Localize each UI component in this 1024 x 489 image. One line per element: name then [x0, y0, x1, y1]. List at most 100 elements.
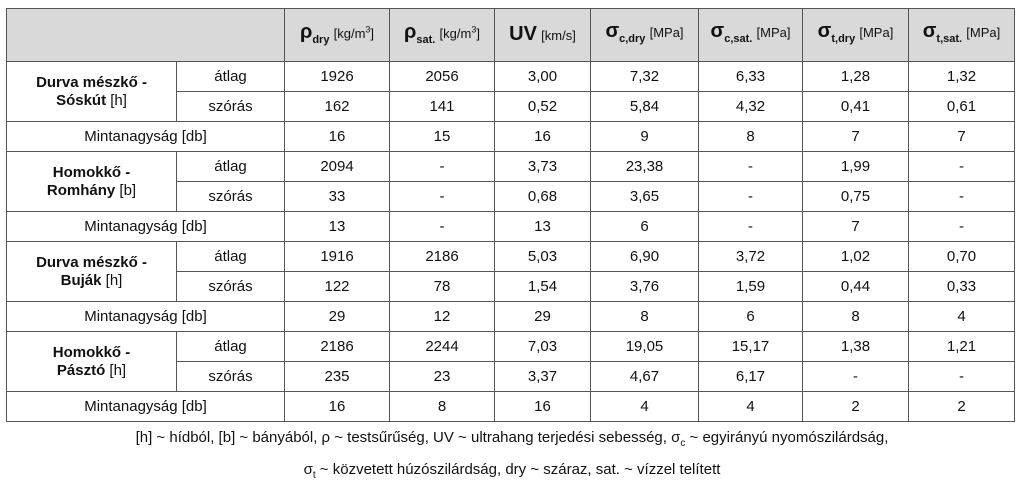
- header-sigma-t-sat: σt,sat. [MPa]: [908, 8, 1015, 62]
- value-cell: 33: [284, 181, 390, 212]
- site-name-line2: Pásztó: [56, 361, 106, 379]
- value-cell: 0,41: [802, 91, 909, 122]
- stat-label-sd: szórás: [176, 271, 285, 302]
- value-cell: 4: [908, 301, 1015, 332]
- site-name-cell: Homokkő - Romhány [b]: [6, 151, 177, 212]
- table-row-mean: Durva mészkő - Sóskút [h] átlag 1926 2056 3,0…: [6, 61, 1015, 122]
- sample-size-label: Mintanagyság [db]: [6, 121, 285, 152]
- site-name-cell: Durva mészkő - Sóskút [h]: [6, 61, 177, 122]
- header-rho-dry: ρdry [kg/m3]: [284, 8, 390, 62]
- header-unit-text: [MPa]: [859, 25, 894, 40]
- header-symbol-char: ρ: [299, 21, 313, 44]
- header-symbol-char: ρ: [404, 21, 417, 44]
- value-cell: 29: [494, 301, 591, 332]
- caption-text: [h] ~ hídból, [b] ~ bányából, ρ ~ testsű…: [135, 429, 681, 446]
- value-cell: 0,52: [494, 91, 591, 122]
- header-subscript: t,dry: [831, 33, 856, 45]
- value-cell: 2186: [284, 331, 390, 362]
- site-name-cell: Homokkő - Pásztó [h]: [6, 331, 177, 392]
- value-cell: -: [389, 181, 495, 212]
- caption-subscript: c: [680, 438, 686, 449]
- value-cell: 23,38: [590, 151, 699, 182]
- value-cell: 7: [802, 121, 909, 152]
- header-symbol: ρdry: [299, 21, 330, 47]
- value-cell: 4: [590, 391, 699, 422]
- header-sigma-c-sat: σc,sat. [MPa]: [698, 8, 803, 62]
- header-symbol-char: UV: [509, 23, 537, 45]
- value-cell: 1,02: [802, 241, 909, 272]
- value-cell: -: [389, 151, 495, 182]
- value-cell: 5,84: [590, 91, 699, 122]
- header-symbol-char: σ: [605, 20, 620, 42]
- header-unit: [kg/m3]: [440, 24, 480, 41]
- value-cell: 4: [698, 391, 803, 422]
- site-name-line1: Durva mészkő -: [36, 73, 147, 91]
- stat-label-sd: szórás: [176, 181, 285, 212]
- value-cell: 1,28: [802, 61, 909, 92]
- value-cell: 15,17: [698, 331, 803, 362]
- caption-line-1: [h] ~ hídból, [b] ~ bányából, ρ ~ testsű…: [0, 425, 1024, 457]
- table-row-mean: Homokkő - Romhány [b] átlag 2094-3,73 23,38-…: [6, 151, 1015, 212]
- value-cell: -: [698, 151, 803, 182]
- stat-label-sd: szórás: [176, 91, 285, 122]
- value-cell: 15: [389, 121, 495, 152]
- site-name-line2: Romhány: [46, 181, 116, 199]
- value-cell: 6,17: [698, 361, 803, 392]
- value-cell: 8: [389, 391, 495, 422]
- value-cell: 16: [284, 121, 390, 152]
- value-cell: 4,67: [590, 361, 699, 392]
- value-cell: 8: [698, 121, 803, 152]
- data-table: ρdry [kg/m3] ρsat. [kg/m3] UV [km/s] σc,…: [6, 8, 1015, 422]
- header-sigma-c-dry: σc,dry [MPa]: [590, 8, 699, 62]
- caption-text: ~ egyirányú nyomószilárdság,: [685, 429, 889, 446]
- value-cell: 8: [802, 301, 909, 332]
- header-unit-sup: 3: [471, 24, 477, 35]
- value-cell: 0,44: [802, 271, 909, 302]
- header-symbol: σt,dry: [817, 20, 856, 45]
- header-blank-cell: [6, 8, 285, 62]
- header-row: ρdry [kg/m3] ρsat. [kg/m3] UV [km/s] σc,…: [6, 8, 1015, 62]
- value-cell: -: [908, 181, 1015, 212]
- value-cell: 2244: [389, 331, 495, 362]
- value-cell: -: [908, 211, 1015, 242]
- value-cell: 5,03: [494, 241, 591, 272]
- site-source-tag: [b]: [119, 181, 137, 199]
- value-cell: 3,73: [494, 151, 591, 182]
- value-cell: 29: [284, 301, 390, 332]
- value-cell: 0,33: [908, 271, 1015, 302]
- table-row-sample-size: Mintanagyság [db] 16 15 16 9 8 7 7: [6, 121, 1015, 152]
- value-cell: 1,38: [802, 331, 909, 362]
- table-row-sd: szórás 162 141 0,52 5,84 4,32 0,41 0,61: [7, 91, 1015, 122]
- header-uv: UV [km/s]: [494, 8, 591, 62]
- value-cell: 13: [284, 211, 390, 242]
- header-symbol-char: σ: [817, 20, 832, 42]
- site-name-line1: Homokkő -: [52, 163, 131, 181]
- header-rho-sat: ρsat. [kg/m3]: [389, 8, 495, 62]
- site-name-cell: Durva mészkő - Buják [h]: [6, 241, 177, 302]
- table-row-sd: szórás 122 78 1,54 3,76 1,59 0,44 0,33: [7, 271, 1015, 302]
- value-cell: 78: [389, 271, 495, 302]
- header-subscript: c,sat.: [724, 33, 753, 45]
- value-cell: -: [908, 361, 1015, 392]
- value-cell: 7,03: [494, 331, 591, 362]
- value-cell: 0,68: [494, 181, 591, 212]
- sample-size-label: Mintanagyság [db]: [6, 301, 285, 332]
- header-subscript: dry: [312, 34, 330, 47]
- header-symbol: UV: [509, 23, 537, 45]
- value-cell: 9: [590, 121, 699, 152]
- value-cell: -: [802, 361, 909, 392]
- value-cell: 8: [590, 301, 699, 332]
- value-cell: 122: [284, 271, 390, 302]
- header-subscript: c,dry: [619, 33, 646, 45]
- table-row-sample-size: Mintanagyság [db] 16 8 16 4 4 2 2: [6, 391, 1015, 422]
- value-cell: 3,72: [698, 241, 803, 272]
- stat-label-mean: átlag: [176, 331, 285, 362]
- value-cell: 7,32: [590, 61, 699, 92]
- sample-size-label: Mintanagyság [db]: [6, 391, 285, 422]
- value-cell: -: [698, 181, 803, 212]
- value-cell: 6,33: [698, 61, 803, 92]
- value-cell: 162: [284, 91, 390, 122]
- table-row-sd: szórás 33-0,68 3,65-0,75-: [7, 181, 1015, 212]
- site-source-tag: [h]: [105, 271, 123, 289]
- value-cell: 0,75: [802, 181, 909, 212]
